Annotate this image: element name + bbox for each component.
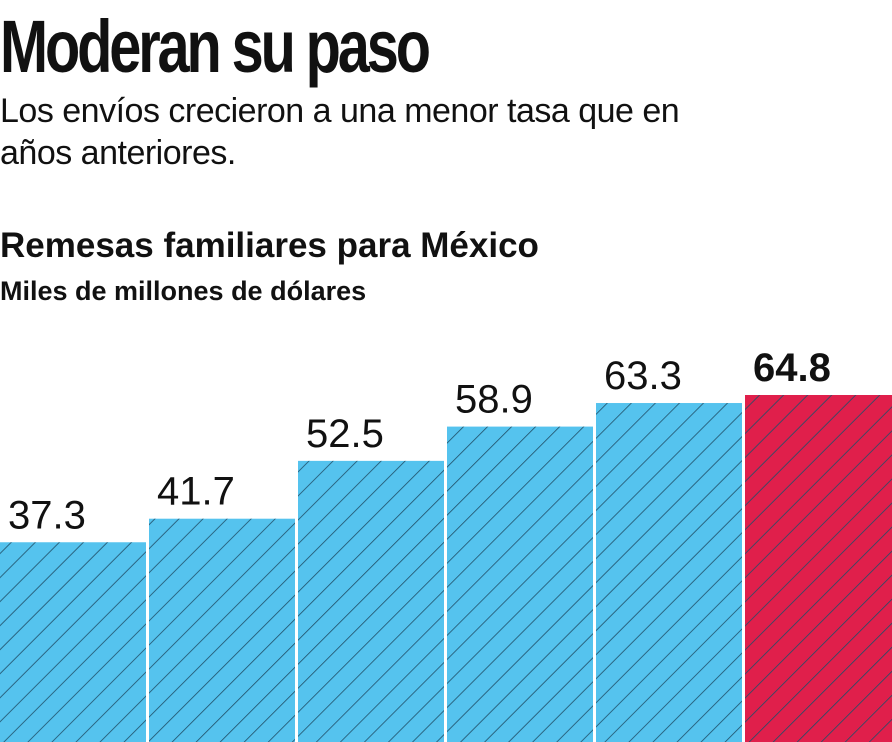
bars-group <box>0 395 892 742</box>
value-label-3: 52.5 <box>306 412 384 456</box>
chart-subtitle: Miles de millones de dólares <box>0 276 367 306</box>
bar-hatch <box>596 403 742 742</box>
bar-6 <box>745 395 892 742</box>
subheadline: Los envíos crecieron a una menor tasa qu… <box>0 92 680 172</box>
bar-1 <box>0 542 146 742</box>
bar-4 <box>447 426 593 742</box>
chart-title: Remesas familiares para México <box>0 226 539 265</box>
value-label-4: 58.9 <box>455 378 533 422</box>
bar-3 <box>298 460 444 742</box>
bar-hatch <box>0 542 146 742</box>
value-label-6: 64.8 <box>753 346 831 390</box>
value-label-5: 63.3 <box>604 354 682 398</box>
value-label-1: 37.3 <box>8 493 86 537</box>
bar-hatch <box>447 426 593 742</box>
bar-hatch <box>745 395 892 742</box>
bar-2 <box>149 518 295 742</box>
value-label-2: 41.7 <box>157 470 235 514</box>
bar-5 <box>596 403 742 742</box>
value-labels-group: 37.3 41.7 52.5 58.9 63.3 64.8 <box>8 346 831 537</box>
bar-hatch <box>298 460 444 742</box>
headline: Moderan su paso <box>0 5 431 88</box>
bar-hatch <box>149 518 295 742</box>
